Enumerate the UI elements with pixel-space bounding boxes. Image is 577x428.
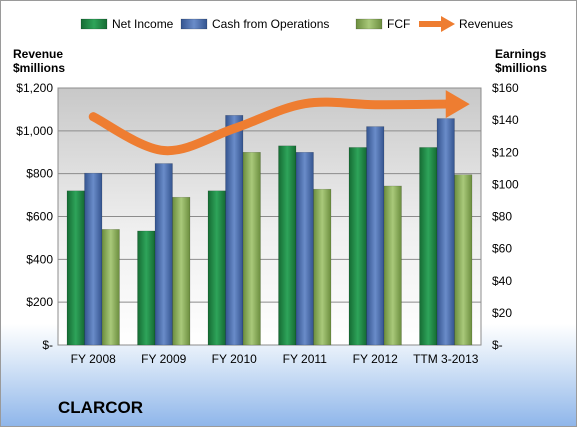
legend: Net Income Cash from Operations FCF Revenue… (80, 16, 513, 32)
bar-fcf-1 (172, 196, 191, 346)
right-tick-label-1: $20 (492, 306, 512, 320)
right-tick-label-5: $100 (492, 177, 519, 191)
right-tick-label-7: $140 (492, 113, 519, 127)
revenue-line (88, 97, 451, 156)
bar-cash-from-operations-0 (84, 172, 103, 346)
right-tick-label-0: $- (492, 338, 503, 352)
legend-swatch-arrow-revenues (441, 16, 455, 32)
left-tick-label-3: $600 (26, 210, 53, 224)
right-axis-title-line-0: Earnings (495, 47, 547, 61)
bar-net-income-3 (278, 145, 297, 346)
revenue-arrowhead (445, 90, 470, 119)
left-tick-label-2: $400 (26, 252, 53, 266)
left-axis-title-line-1: $millions (13, 61, 65, 75)
right-tick-label-4: $80 (492, 210, 512, 224)
category-label-3: FY 2011 (283, 352, 328, 366)
left-tick-label-1: $200 (26, 295, 53, 309)
legend-label-net-income: Net Income (112, 17, 174, 31)
left-axis-title-line-0: Revenue (13, 47, 63, 61)
bar-fcf-3 (313, 188, 332, 346)
right-tick-label-8: $160 (492, 81, 519, 95)
category-label-0: FY 2008 (71, 352, 116, 366)
right-tick-label-3: $60 (492, 242, 512, 256)
bar-net-income-5 (419, 147, 438, 346)
category-label-2: FY 2010 (212, 352, 257, 366)
legend-swatch-cash-from-operations (180, 18, 208, 30)
right-tick-label-6: $120 (492, 145, 519, 159)
category-label-4: FY 2012 (353, 352, 398, 366)
right-axis-title-line-1: $millions (495, 61, 547, 75)
left-tick-label-6: $1,200 (16, 81, 53, 95)
bar-net-income-4 (348, 147, 367, 346)
right-tick-label-2: $40 (492, 274, 512, 288)
plot-area (57, 87, 482, 346)
left-tick-label-5: $1,000 (16, 124, 53, 138)
legend-swatch-fcf (355, 18, 383, 30)
bar-fcf-0 (101, 229, 120, 346)
left-tick-label-0: $- (42, 338, 53, 352)
bar-fcf-4 (383, 185, 402, 346)
legend-label-cash-from-operations: Cash from Operations (212, 17, 329, 31)
legend-label-revenues: Revenues (459, 17, 513, 31)
legend-label-fcf: FCF (387, 17, 410, 31)
category-label-5: TTM 3-2013 (413, 352, 479, 366)
bar-net-income-1 (137, 230, 156, 346)
bar-fcf-5 (454, 174, 473, 346)
bar-cash-from-operations-5 (436, 118, 455, 346)
category-label-1: FY 2009 (141, 352, 186, 366)
company-name: CLARCOR (58, 398, 143, 417)
bar-cash-from-operations-4 (366, 126, 385, 346)
legend-swatch-net-income (80, 18, 108, 30)
bar-net-income-2 (207, 190, 226, 346)
axes: $- $200 $400 $600 $800 $1,000 $1,200 $- $20 $40 $6… (13, 47, 547, 366)
bar-cash-from-operations-1 (154, 163, 173, 346)
bar-fcf-2 (242, 152, 261, 346)
left-tick-label-4: $800 (26, 167, 53, 181)
bar-cash-from-operations-3 (295, 152, 314, 346)
bar-cash-from-operations-2 (225, 115, 244, 346)
bar-net-income-0 (66, 190, 85, 346)
